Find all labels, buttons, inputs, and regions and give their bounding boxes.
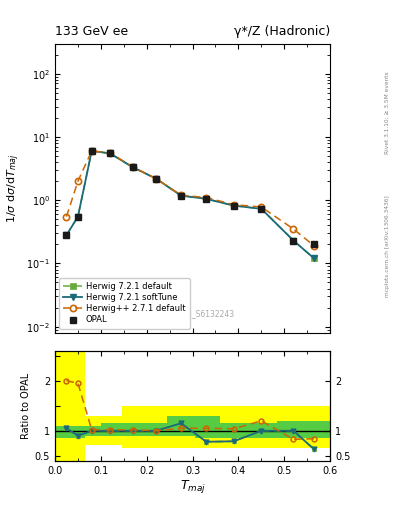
Line: Herwig 7.2.1 softTune: Herwig 7.2.1 softTune <box>63 148 317 262</box>
Herwig++ 2.7.1 default <box>231 202 236 208</box>
Herwig 7.2.1 default <box>291 238 296 244</box>
Text: 133 GeV ee: 133 GeV ee <box>55 25 128 38</box>
Text: OPAL_2004_S6132243: OPAL_2004_S6132243 <box>150 309 235 318</box>
Herwig++ 2.7.1 default <box>312 243 316 249</box>
OPAL <box>231 203 236 209</box>
Herwig 7.2.1 default <box>179 193 184 199</box>
X-axis label: $T_{maj}$: $T_{maj}$ <box>180 478 206 496</box>
Herwig 7.2.1 softTune <box>291 238 296 244</box>
Herwig++ 2.7.1 default <box>75 178 80 184</box>
Text: mcplots.cern.ch [arXiv:1306.3436]: mcplots.cern.ch [arXiv:1306.3436] <box>385 195 390 296</box>
Line: Herwig 7.2.1 default: Herwig 7.2.1 default <box>63 148 317 262</box>
Herwig 7.2.1 default <box>89 148 94 154</box>
Line: Herwig++ 2.7.1 default: Herwig++ 2.7.1 default <box>63 148 317 249</box>
OPAL <box>312 241 316 247</box>
Herwig 7.2.1 softTune <box>64 232 69 238</box>
Y-axis label: Ratio to OPAL: Ratio to OPAL <box>20 373 31 439</box>
Herwig++ 2.7.1 default <box>179 192 184 198</box>
Herwig++ 2.7.1 default <box>64 214 69 220</box>
OPAL <box>154 176 158 182</box>
Herwig 7.2.1 default <box>75 214 80 220</box>
Y-axis label: 1/$\sigma$ d$\sigma$/d$T_{maj}$: 1/$\sigma$ d$\sigma$/d$T_{maj}$ <box>6 154 22 223</box>
OPAL <box>108 151 112 157</box>
Herwig++ 2.7.1 default <box>89 148 94 154</box>
Herwig 7.2.1 softTune <box>312 255 316 262</box>
Herwig 7.2.1 default <box>108 151 112 157</box>
Text: γ*/Z (Hadronic): γ*/Z (Hadronic) <box>234 25 330 38</box>
OPAL <box>130 164 135 170</box>
OPAL <box>179 193 184 199</box>
Herwig++ 2.7.1 default <box>204 195 209 201</box>
Herwig++ 2.7.1 default <box>291 226 296 232</box>
Herwig++ 2.7.1 default <box>130 164 135 170</box>
Herwig 7.2.1 default <box>64 232 69 238</box>
Herwig 7.2.1 softTune <box>75 214 80 220</box>
Herwig 7.2.1 default <box>312 255 316 262</box>
Herwig 7.2.1 softTune <box>259 206 264 212</box>
Herwig 7.2.1 default <box>204 196 209 202</box>
OPAL <box>89 148 94 154</box>
Herwig++ 2.7.1 default <box>108 150 112 156</box>
OPAL <box>204 196 209 202</box>
Herwig++ 2.7.1 default <box>259 204 264 210</box>
Herwig 7.2.1 default <box>259 206 264 212</box>
OPAL <box>75 214 80 220</box>
Herwig 7.2.1 softTune <box>179 193 184 199</box>
Text: Rivet 3.1.10; ≥ 3.5M events: Rivet 3.1.10; ≥ 3.5M events <box>385 71 390 154</box>
Herwig 7.2.1 softTune <box>130 164 135 170</box>
Herwig 7.2.1 softTune <box>154 176 158 182</box>
OPAL <box>259 206 264 212</box>
Herwig 7.2.1 softTune <box>231 203 236 209</box>
OPAL <box>291 238 296 244</box>
Herwig++ 2.7.1 default <box>154 176 158 182</box>
Herwig 7.2.1 softTune <box>89 148 94 154</box>
Herwig 7.2.1 default <box>231 203 236 209</box>
Herwig 7.2.1 softTune <box>204 196 209 202</box>
Herwig 7.2.1 softTune <box>108 151 112 157</box>
OPAL <box>64 232 69 238</box>
Line: OPAL: OPAL <box>63 147 318 248</box>
Legend: Herwig 7.2.1 default, Herwig 7.2.1 softTune, Herwig++ 2.7.1 default, OPAL: Herwig 7.2.1 default, Herwig 7.2.1 softT… <box>59 278 190 329</box>
Herwig 7.2.1 default <box>130 164 135 170</box>
Herwig 7.2.1 default <box>154 176 158 182</box>
